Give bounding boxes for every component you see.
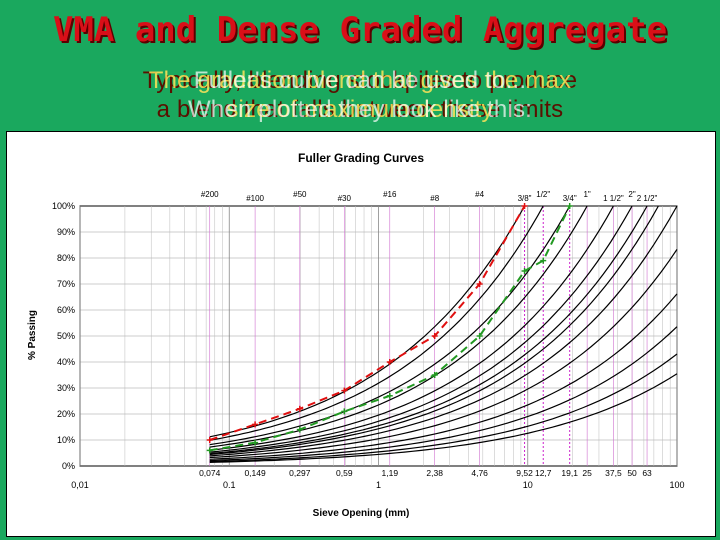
series-1-point — [476, 281, 483, 287]
series-line-1 — [209, 205, 526, 441]
y-tick-label: 80% — [57, 253, 75, 263]
fuller-curve — [209, 205, 588, 448]
sieve-name-label: #200 — [201, 190, 219, 199]
sieve-size-label: 4,76 — [471, 468, 488, 478]
sieve-name-label: #4 — [475, 190, 484, 199]
y-tick-label: 90% — [57, 227, 75, 237]
sieve-size-label: 2,38 — [426, 468, 443, 478]
sieve-size-label: 0,59 — [336, 468, 353, 478]
y-tick-label: 20% — [57, 409, 75, 419]
series-line-2 — [209, 205, 571, 452]
data-series-layer — [206, 203, 573, 454]
sieve-name-label: #100 — [246, 194, 264, 203]
y-tick-label: 60% — [57, 305, 75, 315]
series-2-point — [566, 203, 573, 209]
overlay-text-a-line-1: Typically, blending stockpiles to produc… — [142, 67, 578, 94]
x-tick-label: 10 — [523, 480, 533, 490]
fuller-curve — [209, 205, 678, 457]
series-2-point — [386, 392, 393, 399]
sieve-size-label: 9,52 — [516, 468, 533, 478]
y-axis-label: % Passing — [27, 310, 38, 360]
series-1-point — [296, 405, 303, 412]
series-1-point — [341, 387, 348, 394]
series-1-point — [206, 437, 213, 443]
series-2-point — [476, 333, 483, 339]
sieve-name-label: 3/4" — [563, 194, 577, 203]
fuller-curve — [209, 205, 571, 446]
fuller-curve — [209, 373, 678, 463]
chart-title: Fuller Grading Curves — [298, 151, 424, 165]
axis-labels-layer: 0% 10% 20% 30% 40% 50% 60% 70% 80% 90% 100% 0,01 0.1… — [52, 190, 685, 490]
y-tick-label: 100% — [52, 201, 75, 211]
sieve-size-label: 19,1 — [561, 468, 578, 478]
overlay-text-a-line-2: a blend that falls between these limits — [156, 96, 564, 123]
y-tick-label: 50% — [57, 331, 75, 341]
x-tick-label: 100 — [669, 480, 684, 490]
fuller-curve — [209, 353, 678, 463]
sieve-name-label: 1 1/2" — [603, 194, 624, 203]
fuller-curve — [209, 205, 526, 438]
series-2-point — [540, 257, 547, 264]
fuller-curve — [209, 205, 659, 456]
overlay-text-c-line-1: Fuller's curve can be used to... — [193, 67, 527, 94]
sieve-name-label: 1/2" — [536, 190, 550, 199]
sieve-size-label: 25 — [582, 468, 592, 478]
x-tick-label: 0,01 — [71, 480, 89, 490]
slide-title: VMA and Dense Graded Aggregate — [52, 10, 668, 50]
sieve-size-label: 0,297 — [289, 468, 311, 478]
series-1-point — [521, 203, 528, 209]
y-tick-label: 70% — [57, 279, 75, 289]
sieve-size-label: 0,149 — [244, 468, 266, 478]
sieve-size-label: 12,7 — [535, 468, 552, 478]
series-2-point — [521, 268, 528, 274]
sieve-size-label: 1,19 — [382, 468, 399, 478]
y-tick-label: 0% — [62, 461, 75, 471]
grid-layer — [79, 205, 678, 467]
fuller-curve — [209, 249, 678, 459]
y-tick-label: 10% — [57, 435, 75, 445]
series-1-point — [252, 421, 259, 428]
series-2-point — [252, 439, 259, 446]
y-tick-label: 30% — [57, 383, 75, 393]
series-2-point — [431, 372, 438, 378]
sieve-name-label: 3/8" — [518, 194, 532, 203]
overlay-text-b-line-2: size of maximum density — [226, 96, 494, 123]
sieve-size-label: 63 — [642, 468, 652, 478]
series-2-point — [296, 426, 303, 433]
sieve-name-label: 2 1/2" — [637, 194, 658, 203]
overlay-text-b-line-1: The gradation blend that gives the max — [148, 67, 572, 94]
sieve-size-label: 50 — [627, 468, 637, 478]
series-2-point — [206, 447, 213, 454]
series-2-point — [341, 408, 348, 415]
fuller-curve — [209, 326, 678, 462]
sieve-name-label: 1" — [583, 190, 590, 199]
fuller-curve — [209, 205, 614, 451]
fuller-curves-layer — [209, 205, 678, 463]
x-tick-label: 1 — [376, 480, 381, 490]
sieve-name-label: #30 — [338, 194, 352, 203]
y-tick-label: 40% — [57, 357, 75, 367]
overlay-text-c-line-2: When plotted they look like this: — [187, 96, 533, 123]
series-1-point — [431, 333, 438, 339]
sieve-name-label: #50 — [293, 190, 307, 199]
sieve-name-label: 2" — [628, 190, 635, 199]
x-tick-label: 0.1 — [223, 480, 236, 490]
sieve-size-label: 0,074 — [199, 468, 221, 478]
sieve-name-label: #8 — [430, 194, 439, 203]
fuller-curve — [209, 205, 648, 455]
sieve-name-label: #16 — [383, 190, 397, 199]
chart-panel: Fuller Grading Curves Sieve Opening (mm)… — [6, 131, 716, 537]
sieve-size-label: 37,5 — [605, 468, 622, 478]
fuller-curve — [209, 205, 544, 441]
fuller-curve — [209, 293, 678, 460]
x-axis-label: Sieve Opening (mm) — [313, 508, 410, 519]
series-1-point — [386, 359, 393, 365]
fuller-grading-chart: Fuller Grading Curves Sieve Opening (mm)… — [27, 151, 685, 519]
fuller-curve — [209, 205, 633, 453]
